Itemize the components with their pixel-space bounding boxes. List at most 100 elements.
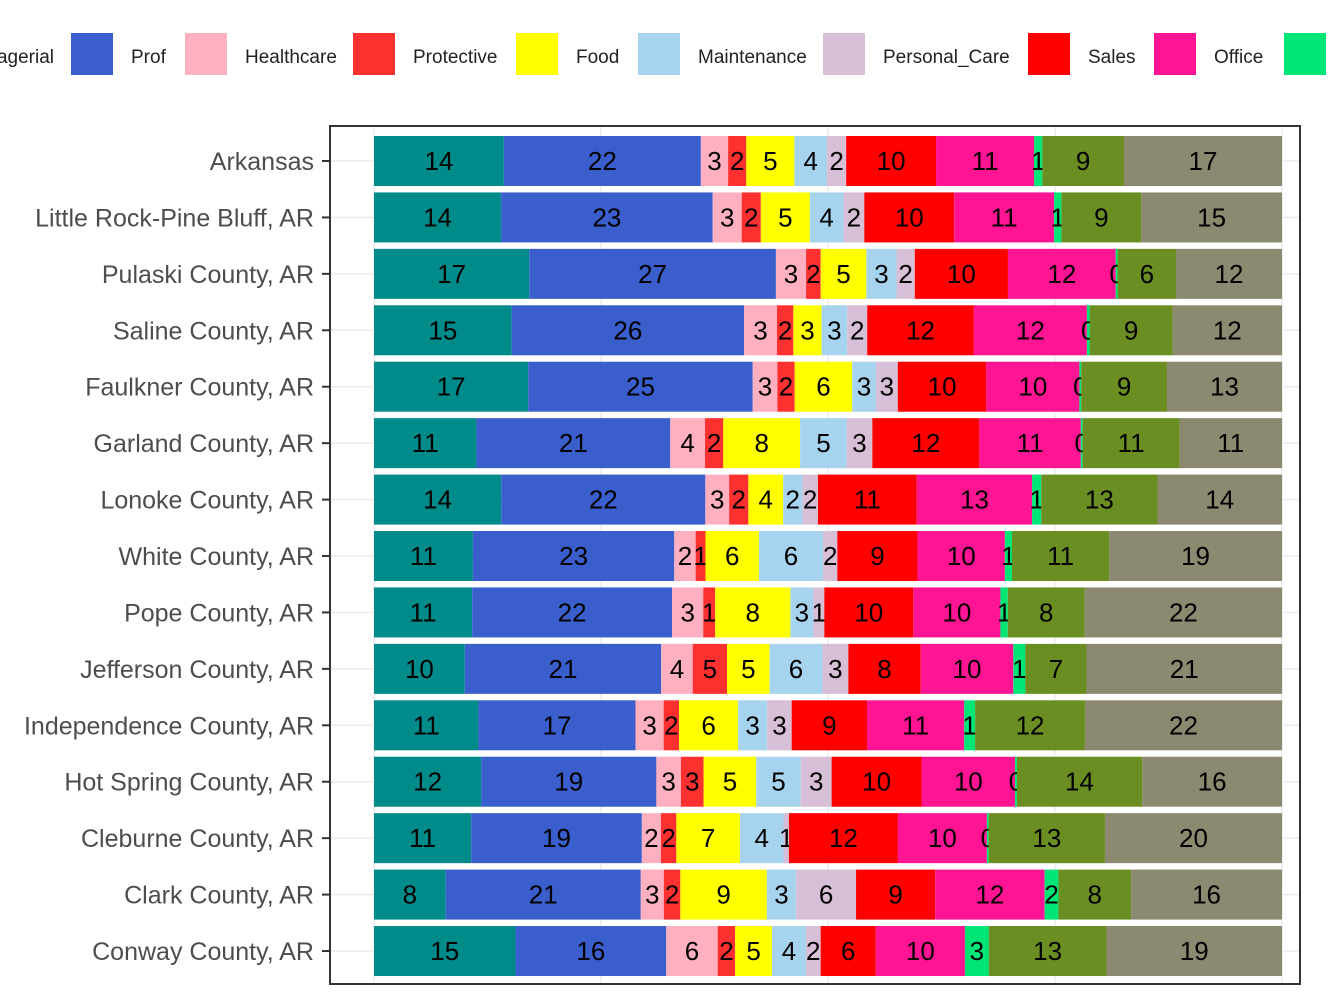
bar-segment-label: 2	[806, 936, 820, 966]
bar-segment-label: 4	[754, 823, 768, 853]
bar-segment	[739, 813, 784, 864]
legend-item: Healthcare	[185, 33, 337, 75]
bar-segment	[705, 531, 759, 582]
bar-segment-label: 15	[1197, 202, 1226, 232]
bar-segment	[746, 136, 795, 186]
legend-key	[516, 33, 558, 75]
bar-segment-label: 2	[664, 710, 678, 740]
bar-segment	[916, 474, 1033, 525]
bar-segment-label: 3	[745, 710, 759, 740]
bar-segment	[809, 192, 844, 243]
bar-segment-label: 10	[947, 259, 976, 289]
bar-segment	[875, 926, 965, 977]
bar-segment	[800, 756, 832, 807]
y-tick-label: Conway County, AR	[92, 938, 314, 966]
bar-segment-label: 2	[732, 485, 746, 515]
bar-segment	[471, 813, 642, 864]
bar-segment	[1025, 643, 1087, 694]
bar-segment	[680, 869, 767, 920]
bar-segment	[1015, 756, 1017, 807]
bar-segment-label: 8	[877, 654, 891, 684]
bar-segment-label: 3	[642, 710, 656, 740]
bar-segment-label: 8	[754, 428, 768, 458]
bar-segment	[741, 192, 761, 243]
legend-key	[185, 33, 227, 75]
bar-segment	[728, 136, 747, 186]
bar-segment-label: 3	[680, 597, 694, 627]
bar-segment	[975, 700, 1085, 751]
bar-segment	[1061, 192, 1142, 243]
bar-segment-label: 9	[1076, 146, 1090, 176]
bar-segment-label: 5	[703, 654, 717, 684]
bar-segment	[771, 926, 806, 977]
bar-segment-label: 4	[804, 146, 818, 176]
bar-segment-label: 3	[720, 202, 734, 232]
bar-segment	[758, 531, 824, 582]
y-tick-label: Faulkner County, AR	[85, 374, 314, 402]
bar-segment-label: 17	[1189, 146, 1218, 176]
bar-segment	[1115, 248, 1118, 299]
y-tick-label: Little Rock-Pine Bluff, AR	[35, 204, 314, 232]
legend-item: agerial	[0, 47, 54, 68]
bar-segment	[823, 531, 838, 582]
legend-item: Personal_Care	[823, 33, 1010, 75]
bar-segment	[374, 531, 473, 582]
bar-segment	[794, 361, 853, 412]
bar-segment-label: 2	[644, 823, 658, 853]
bar-segment	[374, 587, 473, 638]
bar-segment-label: 19	[1180, 936, 1209, 966]
bar-segment-label: 2	[678, 541, 692, 571]
bar-segment-label: 5	[816, 428, 830, 458]
bar-segment	[827, 136, 847, 186]
bar-segment	[964, 926, 989, 977]
bar-segment	[775, 248, 807, 299]
bar-segment	[374, 813, 472, 864]
bar-segment-label: 12	[829, 823, 858, 853]
bar-segment-label: 19	[542, 823, 571, 853]
legend-key	[353, 33, 395, 75]
bar-segment	[897, 813, 987, 864]
bar-segment	[986, 813, 989, 864]
bar-segment	[920, 643, 1014, 694]
bar-segment-label: 9	[822, 710, 836, 740]
bar-segment	[866, 248, 897, 299]
bar-segment	[1167, 361, 1282, 412]
y-tick-label: Arkansas	[210, 148, 314, 176]
bar-segment-label: 10	[862, 767, 891, 797]
bar-segment-label: 19	[1181, 541, 1210, 571]
bar-segment	[1106, 926, 1282, 977]
bar-segment-label: 13	[1033, 936, 1062, 966]
bar-segment	[1131, 869, 1282, 920]
bar-segment	[374, 192, 502, 243]
bar-segment-label: 3	[685, 767, 699, 797]
bar-segment	[374, 756, 482, 807]
bar-segment-label: 10	[854, 597, 883, 627]
bar-segment-label: 5	[771, 767, 785, 797]
bar-segment-label: 10	[1018, 372, 1047, 402]
bar-segment-label: 9	[1117, 372, 1131, 402]
legend-item: Office	[1154, 33, 1263, 75]
bar-segment	[515, 926, 667, 977]
bar-segment	[769, 643, 823, 694]
bar-segment	[661, 643, 693, 694]
bar-segment	[700, 136, 729, 186]
bar-segment	[735, 926, 772, 977]
bar-segment-label: 17	[437, 372, 466, 402]
y-tick-label: Hot Spring County, AR	[64, 769, 314, 797]
bar-segment	[1084, 700, 1282, 751]
bar-row: 14 23 3 2 5 4 2 10 11 1 9 15	[374, 192, 1282, 243]
bar-segment	[817, 474, 917, 525]
bar-segment	[511, 305, 745, 356]
bar-segment-label: 4	[782, 936, 796, 966]
bar-segment	[715, 587, 791, 638]
bar-row: 14 22 3 2 4 2 2 11 13 1 13 14	[374, 474, 1282, 525]
bar-segment	[472, 531, 675, 582]
bar-row: 17 25 3 2 6 3 3 10 10 0 9 13	[374, 361, 1282, 412]
bar-segment	[660, 813, 677, 864]
bar-segment	[1172, 305, 1282, 356]
bar-segment-label: 2	[786, 485, 800, 515]
bar-segment-label: 13	[1210, 372, 1239, 402]
legend-key	[71, 33, 113, 75]
